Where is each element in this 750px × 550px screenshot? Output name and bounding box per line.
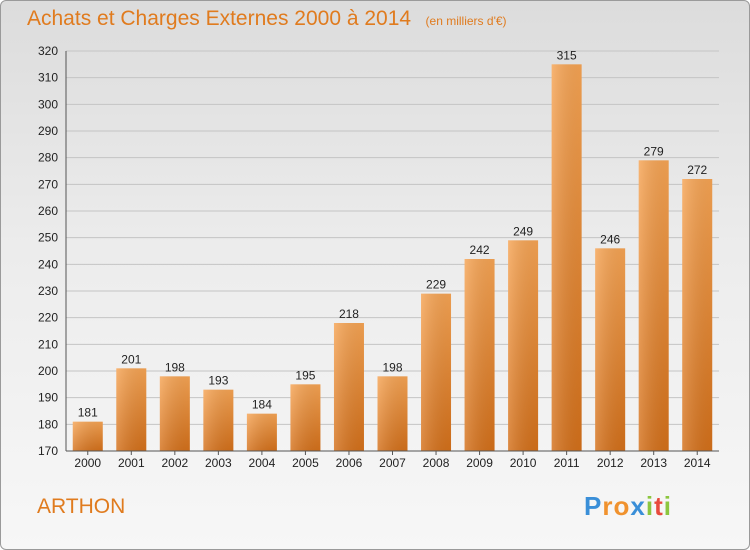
- bar-shade: [464, 259, 495, 451]
- x-tick-label: 2003: [205, 456, 232, 470]
- bar-shade: [159, 376, 190, 451]
- x-tick-label: 2006: [336, 456, 363, 470]
- bar-shade: [377, 376, 408, 451]
- data-label: 242: [470, 243, 490, 257]
- chart-title: Achats et Charges Externes 2000 à 2014: [27, 7, 412, 30]
- logo-letter: i: [663, 491, 672, 521]
- x-tick-label: 2012: [597, 456, 624, 470]
- y-tick-label: 230: [38, 284, 58, 298]
- y-tick-label: 220: [38, 311, 58, 325]
- y-tick-label: 180: [38, 417, 58, 431]
- x-tick-label: 2009: [466, 456, 493, 470]
- bar-shade: [595, 248, 626, 451]
- chart-subtitle: (en milliers d'€): [425, 14, 507, 28]
- y-tick-label: 190: [38, 391, 58, 405]
- data-label: 201: [121, 352, 141, 366]
- y-tick-label: 290: [38, 124, 58, 138]
- x-tick-label: 2007: [379, 456, 406, 470]
- x-tick-label: 2008: [423, 456, 450, 470]
- bar-shade: [116, 368, 147, 451]
- x-tick-label: 2014: [684, 456, 711, 470]
- data-label: 181: [78, 406, 98, 420]
- logo-letter: x: [630, 491, 646, 521]
- bar-shade: [203, 389, 234, 451]
- logo-letter: r: [602, 491, 614, 521]
- data-label: 272: [687, 163, 707, 177]
- data-label: 229: [426, 278, 446, 292]
- x-tick-label: 2010: [510, 456, 537, 470]
- x-tick-label: 2011: [554, 456, 580, 470]
- y-tick-label: 280: [38, 151, 58, 165]
- y-tick-label: 250: [38, 231, 58, 245]
- x-tick-label: 2004: [249, 456, 276, 470]
- x-tick-label: 2005: [292, 456, 319, 470]
- bar-shade: [508, 240, 539, 451]
- x-tick-label: 2002: [161, 456, 188, 470]
- y-tick-label: 260: [38, 204, 58, 218]
- logo-letter: i: [645, 491, 655, 521]
- data-label: 195: [295, 368, 315, 382]
- data-label: 198: [382, 360, 402, 374]
- y-tick-label: 300: [38, 97, 58, 111]
- data-label: 315: [557, 48, 577, 62]
- y-tick-label: 170: [38, 444, 58, 458]
- data-label: 279: [644, 144, 664, 158]
- data-label: 246: [600, 232, 620, 246]
- bar-shade: [290, 384, 321, 451]
- bar-shade: [246, 413, 277, 451]
- data-label: 249: [513, 224, 533, 238]
- data-label: 193: [208, 374, 228, 388]
- x-tick-label: 2013: [640, 456, 667, 470]
- y-tick-label: 310: [38, 71, 58, 85]
- x-tick-label: 2001: [118, 456, 145, 470]
- data-label: 198: [165, 360, 185, 374]
- place-name: ARTHON: [37, 495, 126, 518]
- bar-shade: [421, 293, 452, 451]
- y-tick-label: 270: [38, 177, 58, 191]
- title-block: Achats et Charges Externes 2000 à 2014 (…: [27, 7, 507, 31]
- x-tick-label: 2000: [74, 456, 101, 470]
- y-tick-label: 320: [38, 44, 58, 58]
- logo-letter: t: [654, 491, 664, 521]
- proxiti-logo: Proxiti: [584, 491, 672, 522]
- bar-shade: [72, 421, 103, 451]
- y-tick-label: 240: [38, 257, 58, 271]
- data-label: 184: [252, 398, 272, 412]
- data-label: 218: [339, 307, 359, 321]
- logo-letter: P: [584, 491, 603, 521]
- bar-shade: [333, 323, 364, 451]
- bar-shade: [551, 64, 582, 452]
- logo-letter: o: [613, 491, 631, 521]
- y-tick-label: 210: [38, 337, 58, 351]
- bar-shade: [638, 160, 669, 452]
- bar-shade: [682, 179, 713, 451]
- y-tick-label: 200: [38, 364, 58, 378]
